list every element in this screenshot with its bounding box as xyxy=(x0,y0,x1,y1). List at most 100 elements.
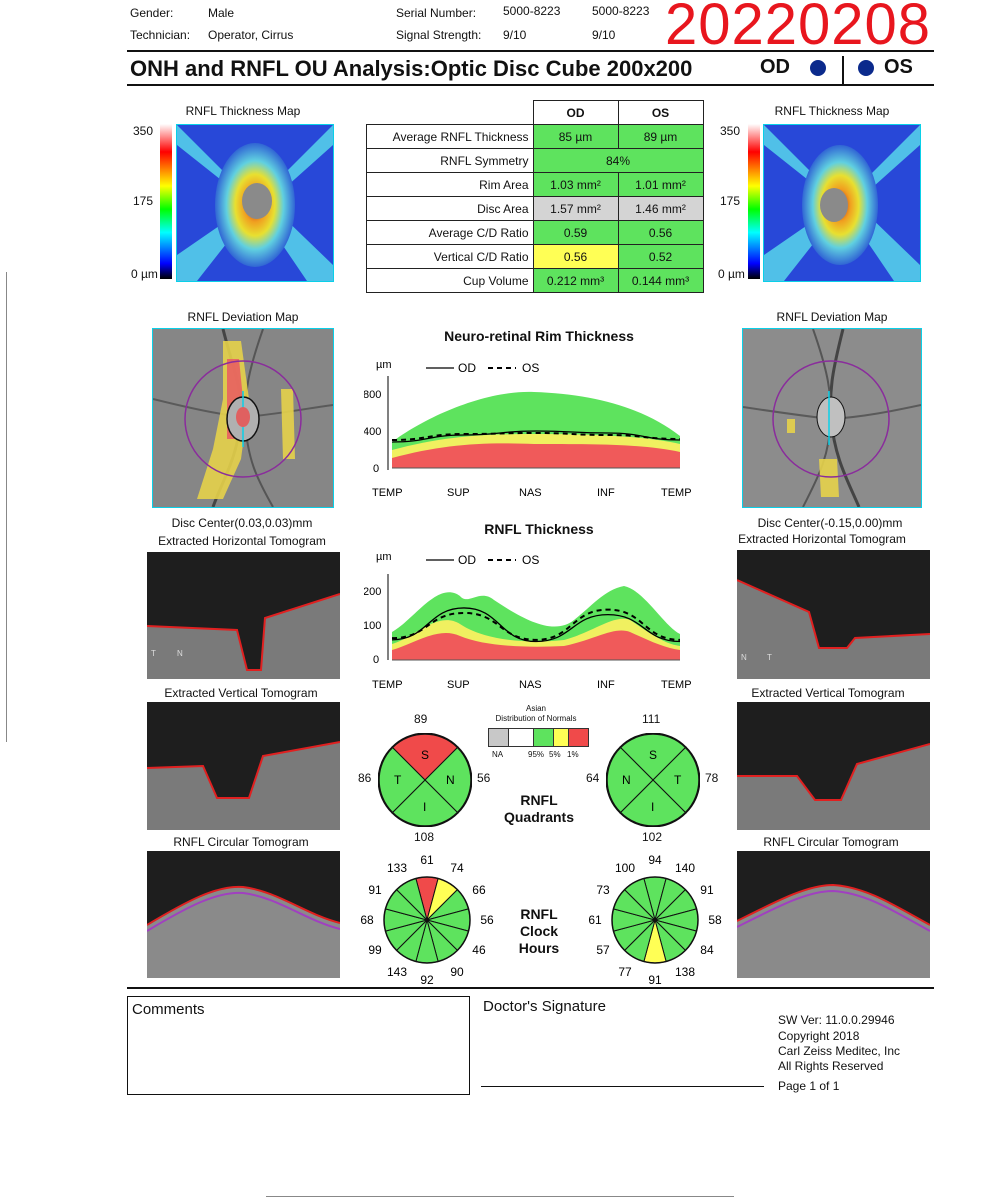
row-od: 0.56 xyxy=(532,244,619,269)
os-clock-value: 77 xyxy=(618,965,632,979)
os-deviation-map xyxy=(742,328,922,508)
od-clock-outline xyxy=(383,876,471,964)
quadrants-label2: Quadrants xyxy=(503,809,574,825)
os-quad-top-value: 111 xyxy=(642,712,661,726)
od-deviation-map xyxy=(152,328,334,508)
row-os: 0.144 mm³ xyxy=(617,268,704,293)
clock-label1: RNFL xyxy=(520,906,558,922)
signal-os: 9/10 xyxy=(592,28,616,42)
od-quad-n: N xyxy=(446,773,455,787)
rnfl-chart: µm OD OS 200 100 0 TEMP SUP NAS INF TEMP xyxy=(363,540,710,700)
os-clock-outline xyxy=(611,876,699,964)
os-clock-value: 91 xyxy=(700,883,714,897)
quadrants-label1: RNFL xyxy=(520,792,558,808)
od-dot-icon xyxy=(810,60,826,76)
signature-line[interactable] xyxy=(481,1086,764,1087)
od-quad-s: S xyxy=(421,748,429,762)
rnfl-x-tick: TEMP xyxy=(372,679,403,691)
rnfl-legend-od: OD xyxy=(458,553,476,567)
od-horiz-tomo-title: Extracted Horizontal Tomogram xyxy=(158,534,326,548)
rim-red-band xyxy=(392,443,680,468)
series-line-os xyxy=(391,608,681,641)
row-label: RNFL Symmetry xyxy=(366,148,534,173)
technician-value: Operator, Cirrus xyxy=(208,28,294,42)
od-scale-mid: 175 xyxy=(133,194,154,208)
row-os: 0.52 xyxy=(617,244,704,269)
rim-y-tick-400: 400 xyxy=(364,426,381,438)
od-disc-center: Disc Center(0.03,0.03)mm xyxy=(171,516,313,530)
rim-legend-od: OD xyxy=(458,361,476,375)
os-quad-t: T xyxy=(674,773,682,787)
od-vert-tomo-title: Extracted Vertical Tomogram xyxy=(164,686,318,700)
svg-text:T: T xyxy=(767,653,772,662)
rnfl-red-band xyxy=(392,630,680,660)
normals-title1: Asian xyxy=(525,704,546,713)
os-label: OS xyxy=(884,56,913,78)
row-both: 84% xyxy=(532,148,704,173)
od-clock-value: 56 xyxy=(480,913,494,927)
table-row: RNFL Symmetry 84% xyxy=(366,148,704,173)
od-clock-value: 61 xyxy=(420,853,434,867)
rnfl-legend-os: OS xyxy=(522,553,539,567)
od-thickness-map xyxy=(176,124,334,282)
svg-text:N: N xyxy=(741,653,747,662)
od-vertical-tomogram xyxy=(147,702,340,830)
row-label: Vertical C/D Ratio xyxy=(366,244,534,269)
od-clock-hours: 61 74 66 56 46 90 92 143 99 68 91 133 xyxy=(352,848,502,988)
left-ruler xyxy=(6,272,7,742)
table-row: Average C/D Ratio 0.59 0.56 xyxy=(366,220,704,245)
od-label: OD xyxy=(760,56,790,78)
os-disc-center: Disc Center(-0.15,0.00)mm xyxy=(757,516,903,530)
gender-label: Gender: xyxy=(130,6,174,20)
od-clock-value: 92 xyxy=(420,973,434,987)
os-quad-n: N xyxy=(622,773,631,787)
clock-label2: Clock xyxy=(519,923,559,939)
signal-label: Signal Strength: xyxy=(396,28,482,42)
od-clock-value: 90 xyxy=(450,965,464,979)
rights: All Rights Reserved xyxy=(778,1059,884,1073)
normals-white-swatch xyxy=(508,728,534,747)
od-clock-value: 99 xyxy=(368,943,382,957)
od-scale-bottom: 0 µm xyxy=(131,267,158,281)
os-clock-value: 94 xyxy=(648,853,662,867)
serial-label: Serial Number: xyxy=(396,6,477,20)
od-quad-left-value: 86 xyxy=(358,771,372,785)
svg-text:T: T xyxy=(151,649,156,658)
rim-x-tick: INF xyxy=(597,487,615,499)
od-clock-value: 143 xyxy=(387,965,407,979)
title-bottom-rule xyxy=(127,84,934,86)
rnfl-x-tick: NAS xyxy=(519,679,542,691)
rim-unit: µm xyxy=(376,359,392,371)
rim-y-tick-800: 800 xyxy=(364,389,381,401)
comments-box[interactable]: Comments xyxy=(127,996,470,1095)
comments-label: Comments xyxy=(132,1001,205,1018)
table-row: Disc Area 1.57 mm² 1.46 mm² xyxy=(366,196,704,221)
row-od: 1.03 mm² xyxy=(532,172,619,197)
gender-value: Male xyxy=(208,6,235,20)
od-clock-value: 91 xyxy=(368,883,382,897)
os-quad-right-value: 78 xyxy=(705,771,719,785)
row-od: 0.212 mm³ xyxy=(532,268,619,293)
normals-label-5: 5% xyxy=(549,750,561,759)
row-od: 1.57 mm² xyxy=(532,196,619,221)
rnfl-x-tick: SUP xyxy=(447,679,470,691)
rim-chart: µm OD OS 800 400 0 TEMP SUP NAS INF TEMP xyxy=(363,348,710,508)
rnfl-x-tick: INF xyxy=(597,679,615,691)
od-deviation-map-title: RNFL Deviation Map xyxy=(187,310,299,324)
row-label: Average C/D Ratio xyxy=(366,220,534,245)
od-clock-value: 74 xyxy=(450,861,464,875)
row-label: Disc Area xyxy=(366,196,534,221)
rim-y-tick-0: 0 xyxy=(373,463,379,475)
rim-x-tick: SUP xyxy=(447,487,470,499)
od-quad-bottom-value: 108 xyxy=(414,830,435,844)
table-row: Vertical C/D Ratio 0.56 0.52 xyxy=(366,244,704,269)
row-os: 89 µm xyxy=(617,124,704,149)
rim-x-tick: TEMP xyxy=(661,487,692,499)
od-quad-i: I xyxy=(423,800,426,814)
row-os: 1.46 mm² xyxy=(617,196,704,221)
od-circular-tomogram xyxy=(147,851,340,978)
normals-label-1: 1% xyxy=(567,750,579,759)
os-vert-tomo-title: Extracted Vertical Tomogram xyxy=(751,686,905,700)
od-clock-value: 66 xyxy=(472,883,486,897)
